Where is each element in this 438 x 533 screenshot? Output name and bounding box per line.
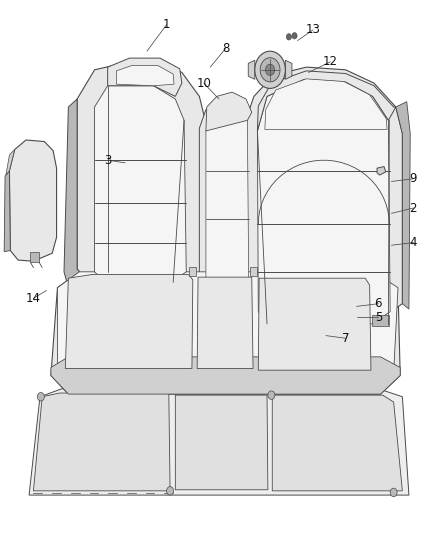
Polygon shape <box>95 86 186 282</box>
Polygon shape <box>169 285 184 296</box>
Polygon shape <box>199 99 254 293</box>
Polygon shape <box>65 274 193 368</box>
Circle shape <box>255 51 286 88</box>
Polygon shape <box>258 278 371 370</box>
Polygon shape <box>10 140 57 261</box>
Polygon shape <box>258 79 390 324</box>
Polygon shape <box>6 150 14 175</box>
Text: 8: 8 <box>222 42 229 55</box>
Text: 10: 10 <box>196 77 211 90</box>
Polygon shape <box>189 266 196 276</box>
Circle shape <box>166 487 173 495</box>
Circle shape <box>286 34 291 40</box>
Circle shape <box>268 391 275 399</box>
Polygon shape <box>286 60 292 79</box>
Polygon shape <box>30 252 39 262</box>
Polygon shape <box>377 166 386 175</box>
Text: 3: 3 <box>104 154 111 167</box>
Polygon shape <box>206 107 249 280</box>
Polygon shape <box>265 79 387 130</box>
Text: 9: 9 <box>410 172 417 185</box>
Text: 12: 12 <box>323 55 338 68</box>
Polygon shape <box>51 272 400 394</box>
Text: 13: 13 <box>305 23 320 36</box>
Text: 4: 4 <box>410 236 417 249</box>
Text: 5: 5 <box>374 311 382 324</box>
Text: 14: 14 <box>26 292 41 305</box>
Polygon shape <box>263 312 283 324</box>
Polygon shape <box>258 71 396 131</box>
Polygon shape <box>29 389 409 495</box>
Polygon shape <box>206 92 252 131</box>
Polygon shape <box>33 393 170 491</box>
Text: 7: 7 <box>342 332 350 345</box>
Circle shape <box>390 488 397 497</box>
Text: 6: 6 <box>374 297 382 310</box>
Polygon shape <box>197 277 253 368</box>
Text: 2: 2 <box>410 201 417 214</box>
Polygon shape <box>51 357 400 394</box>
Circle shape <box>265 64 275 75</box>
Polygon shape <box>117 66 174 86</box>
Circle shape <box>37 392 44 401</box>
Polygon shape <box>88 280 106 290</box>
Circle shape <box>260 58 280 82</box>
Polygon shape <box>57 272 398 373</box>
Polygon shape <box>108 58 182 96</box>
Polygon shape <box>243 67 403 317</box>
Polygon shape <box>64 99 92 288</box>
Polygon shape <box>175 395 268 490</box>
Polygon shape <box>396 102 410 309</box>
Circle shape <box>292 33 297 39</box>
Polygon shape <box>372 316 389 326</box>
Polygon shape <box>4 171 11 252</box>
Text: 1: 1 <box>163 18 170 31</box>
Polygon shape <box>248 60 255 79</box>
Polygon shape <box>250 266 257 276</box>
Polygon shape <box>272 395 403 491</box>
Polygon shape <box>77 62 208 285</box>
